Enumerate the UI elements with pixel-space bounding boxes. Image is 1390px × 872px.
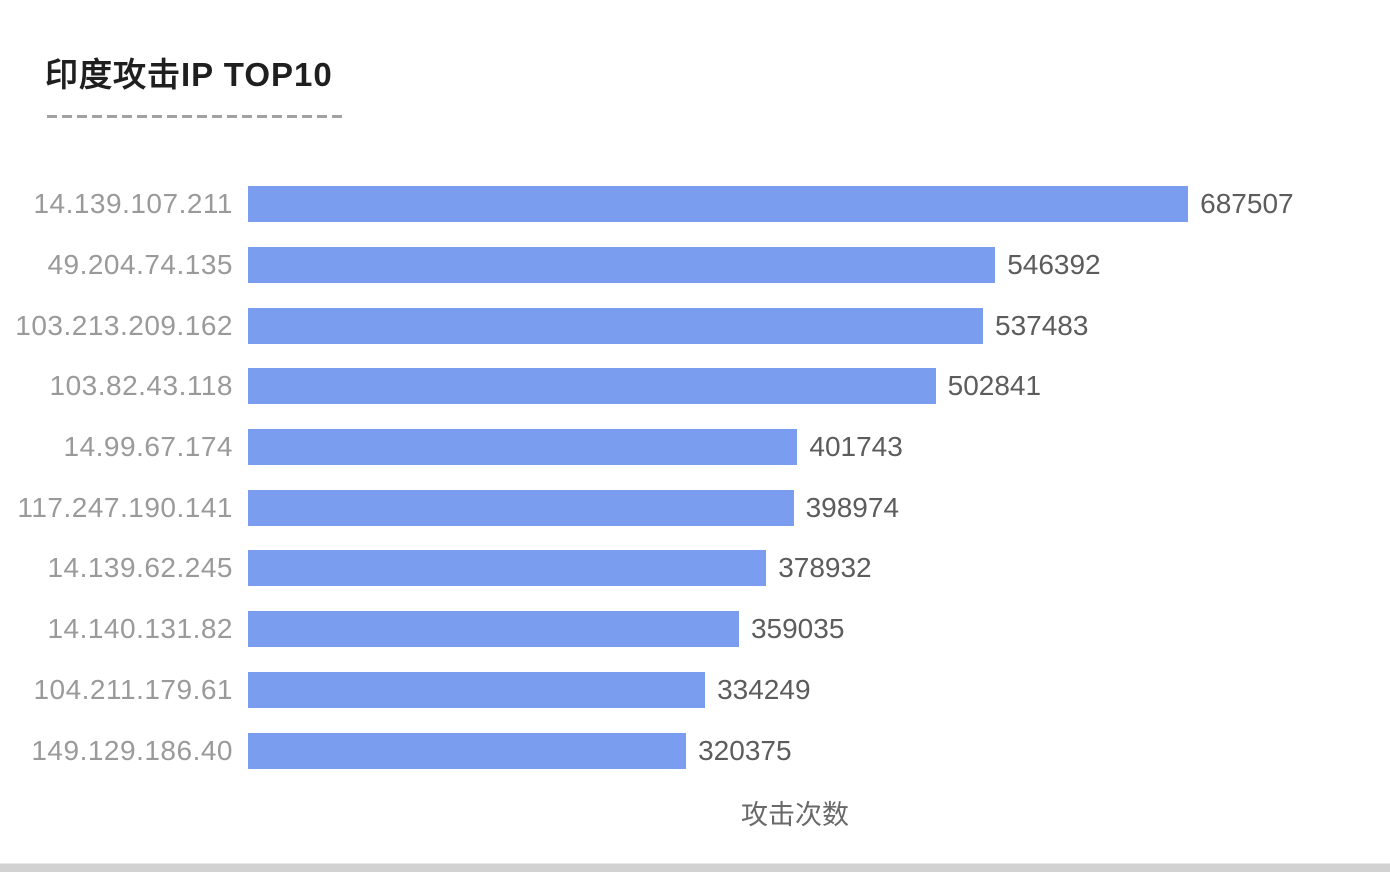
chart-row: 104.211.179.61 334249 bbox=[0, 660, 1390, 721]
bar[interactable] bbox=[248, 247, 996, 284]
bar-track: 687507 bbox=[248, 186, 1342, 223]
value-label: 546392 bbox=[1007, 249, 1101, 281]
value-label: 398974 bbox=[805, 491, 900, 523]
bar-track: 546392 bbox=[248, 247, 1342, 284]
bar-track: 320375 bbox=[248, 732, 1342, 769]
bar[interactable] bbox=[248, 732, 687, 769]
chart-row: 103.82.43.118 502841 bbox=[0, 356, 1390, 417]
category-label: 14.139.107.211 bbox=[33, 188, 233, 220]
bar[interactable] bbox=[248, 550, 767, 587]
chart-row: 49.204.74.135 546392 bbox=[0, 235, 1390, 296]
chart-title: 印度攻击IP TOP10 bbox=[45, 56, 333, 93]
category-label: 14.99.67.174 bbox=[63, 431, 233, 463]
bar-track: 502841 bbox=[248, 368, 1342, 405]
bar-track: 359035 bbox=[248, 611, 1342, 648]
chart-row: 14.140.131.82 359035 bbox=[0, 599, 1390, 660]
bar[interactable] bbox=[248, 671, 706, 708]
category-label: 117.247.190.141 bbox=[17, 491, 233, 523]
value-label: 320375 bbox=[698, 734, 792, 766]
bar-chart: 14.139.107.211 687507 49.204.74.135 546392 1… bbox=[0, 174, 1390, 781]
bar[interactable] bbox=[248, 611, 739, 648]
value-label: 537483 bbox=[995, 309, 1089, 341]
category-label: 14.139.62.245 bbox=[47, 552, 233, 584]
bar[interactable] bbox=[248, 489, 794, 526]
category-label: 103.213.209.162 bbox=[15, 309, 233, 341]
bar-track: 537483 bbox=[248, 307, 1342, 344]
bar[interactable] bbox=[248, 186, 1189, 223]
bar-track: 401743 bbox=[248, 429, 1342, 466]
chart-row: 117.247.190.141 398974 bbox=[0, 477, 1390, 538]
chart-row: 14.139.107.211 687507 bbox=[0, 174, 1390, 235]
category-label: 149.129.186.40 bbox=[31, 734, 233, 766]
category-label: 104.211.179.61 bbox=[33, 673, 233, 705]
value-label: 401743 bbox=[809, 431, 903, 463]
bar[interactable] bbox=[248, 429, 798, 466]
bar-track: 398974 bbox=[248, 489, 1342, 526]
bottom-strip bbox=[0, 863, 1390, 872]
chart-row: 14.99.67.174 401743 bbox=[0, 417, 1390, 478]
x-axis-label: 攻击次数 bbox=[741, 800, 849, 830]
bar-track: 334249 bbox=[248, 671, 1342, 708]
category-label: 49.204.74.135 bbox=[47, 249, 233, 281]
value-label: 687507 bbox=[1200, 188, 1294, 220]
bar[interactable] bbox=[248, 307, 983, 344]
category-label: 14.140.131.82 bbox=[47, 613, 233, 645]
value-label: 502841 bbox=[947, 370, 1042, 402]
bar[interactable] bbox=[248, 368, 936, 405]
value-label: 334249 bbox=[717, 673, 811, 705]
bar-track: 378932 bbox=[248, 550, 1342, 587]
chart-row: 103.213.209.162 537483 bbox=[0, 295, 1390, 356]
value-label: 378932 bbox=[778, 552, 872, 584]
value-label: 359035 bbox=[750, 613, 845, 645]
title-underline bbox=[47, 115, 347, 118]
chart-row: 149.129.186.40 320375 bbox=[0, 720, 1390, 781]
category-label: 103.82.43.118 bbox=[49, 370, 233, 402]
chart-row: 14.139.62.245 378932 bbox=[0, 538, 1390, 599]
